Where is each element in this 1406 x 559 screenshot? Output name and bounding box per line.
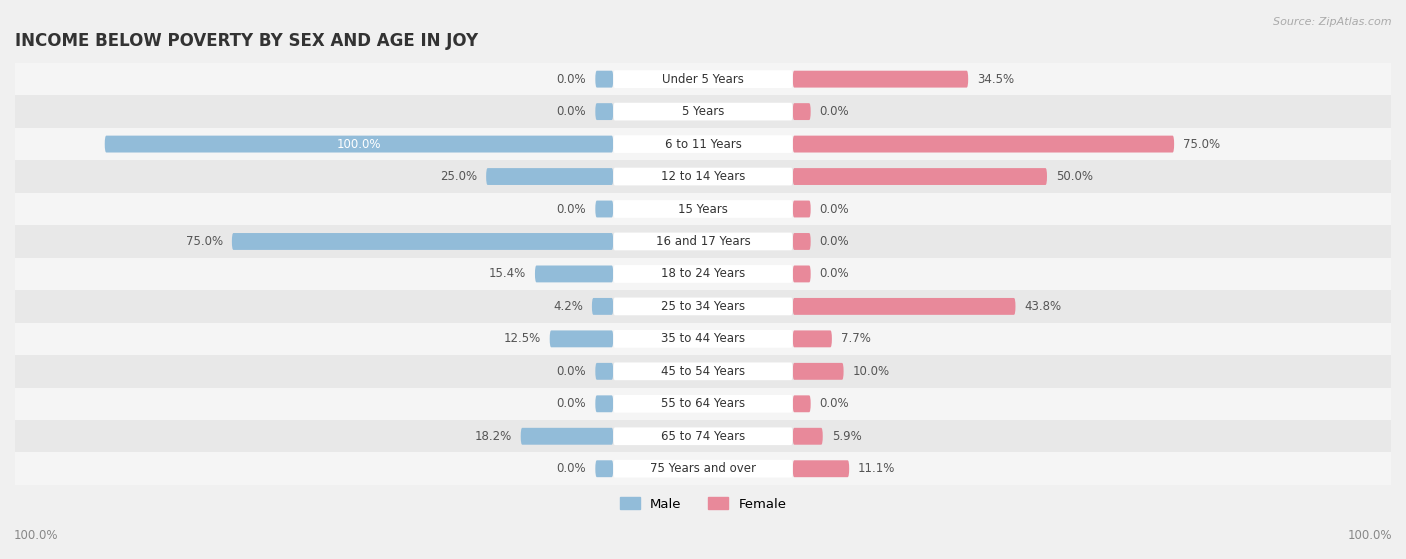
Text: 10.0%: 10.0% xyxy=(852,365,890,378)
FancyBboxPatch shape xyxy=(793,428,823,445)
FancyBboxPatch shape xyxy=(550,330,613,347)
FancyBboxPatch shape xyxy=(613,70,793,88)
Bar xyxy=(15,63,1391,96)
FancyBboxPatch shape xyxy=(793,168,1047,185)
FancyBboxPatch shape xyxy=(613,428,793,445)
Text: 25.0%: 25.0% xyxy=(440,170,477,183)
Text: 5 Years: 5 Years xyxy=(682,105,724,118)
FancyBboxPatch shape xyxy=(793,460,849,477)
Text: 15 Years: 15 Years xyxy=(678,202,728,216)
Bar xyxy=(15,420,1391,452)
Text: 75.0%: 75.0% xyxy=(186,235,224,248)
Text: 16 and 17 Years: 16 and 17 Years xyxy=(655,235,751,248)
FancyBboxPatch shape xyxy=(534,266,613,282)
Text: 0.0%: 0.0% xyxy=(557,105,586,118)
Text: 0.0%: 0.0% xyxy=(557,462,586,475)
FancyBboxPatch shape xyxy=(793,330,832,347)
FancyBboxPatch shape xyxy=(793,363,844,380)
Text: Source: ZipAtlas.com: Source: ZipAtlas.com xyxy=(1274,17,1392,27)
Text: 15.4%: 15.4% xyxy=(489,267,526,281)
Text: INCOME BELOW POVERTY BY SEX AND AGE IN JOY: INCOME BELOW POVERTY BY SEX AND AGE IN J… xyxy=(15,32,478,50)
FancyBboxPatch shape xyxy=(613,168,793,186)
FancyBboxPatch shape xyxy=(232,233,613,250)
Text: 0.0%: 0.0% xyxy=(820,105,849,118)
FancyBboxPatch shape xyxy=(595,363,613,380)
Text: 4.2%: 4.2% xyxy=(553,300,583,313)
Text: 55 to 64 Years: 55 to 64 Years xyxy=(661,397,745,410)
Text: 5.9%: 5.9% xyxy=(832,430,862,443)
Bar xyxy=(15,128,1391,160)
FancyBboxPatch shape xyxy=(793,103,811,120)
Bar xyxy=(15,452,1391,485)
Bar xyxy=(15,258,1391,290)
Text: 18 to 24 Years: 18 to 24 Years xyxy=(661,267,745,281)
FancyBboxPatch shape xyxy=(793,266,811,282)
Text: 100.0%: 100.0% xyxy=(1347,529,1392,542)
FancyBboxPatch shape xyxy=(793,395,811,412)
FancyBboxPatch shape xyxy=(520,428,613,445)
FancyBboxPatch shape xyxy=(595,395,613,412)
Legend: Male, Female: Male, Female xyxy=(614,492,792,516)
FancyBboxPatch shape xyxy=(613,265,793,283)
FancyBboxPatch shape xyxy=(595,460,613,477)
Text: 0.0%: 0.0% xyxy=(557,202,586,216)
FancyBboxPatch shape xyxy=(613,233,793,250)
FancyBboxPatch shape xyxy=(486,168,613,185)
Text: 100.0%: 100.0% xyxy=(337,138,381,150)
Text: 0.0%: 0.0% xyxy=(557,365,586,378)
FancyBboxPatch shape xyxy=(104,136,613,153)
FancyBboxPatch shape xyxy=(613,330,793,348)
Text: 0.0%: 0.0% xyxy=(820,235,849,248)
FancyBboxPatch shape xyxy=(793,233,811,250)
FancyBboxPatch shape xyxy=(613,362,793,380)
Bar xyxy=(15,96,1391,128)
FancyBboxPatch shape xyxy=(595,70,613,88)
Text: 45 to 54 Years: 45 to 54 Years xyxy=(661,365,745,378)
Text: 0.0%: 0.0% xyxy=(820,267,849,281)
Text: 34.5%: 34.5% xyxy=(977,73,1014,86)
FancyBboxPatch shape xyxy=(793,136,1174,153)
Text: 12 to 14 Years: 12 to 14 Years xyxy=(661,170,745,183)
Text: 11.1%: 11.1% xyxy=(858,462,896,475)
Text: 0.0%: 0.0% xyxy=(820,202,849,216)
FancyBboxPatch shape xyxy=(613,460,793,477)
Text: 25 to 34 Years: 25 to 34 Years xyxy=(661,300,745,313)
Bar xyxy=(15,193,1391,225)
Bar xyxy=(15,160,1391,193)
Text: 18.2%: 18.2% xyxy=(474,430,512,443)
Bar xyxy=(15,387,1391,420)
FancyBboxPatch shape xyxy=(793,298,1015,315)
Text: 75.0%: 75.0% xyxy=(1182,138,1220,150)
Text: 7.7%: 7.7% xyxy=(841,333,870,345)
FancyBboxPatch shape xyxy=(613,135,793,153)
FancyBboxPatch shape xyxy=(613,297,793,315)
Text: 50.0%: 50.0% xyxy=(1056,170,1092,183)
Text: 0.0%: 0.0% xyxy=(820,397,849,410)
Text: 75 Years and over: 75 Years and over xyxy=(650,462,756,475)
Text: 35 to 44 Years: 35 to 44 Years xyxy=(661,333,745,345)
Text: 0.0%: 0.0% xyxy=(557,73,586,86)
Text: 6 to 11 Years: 6 to 11 Years xyxy=(665,138,741,150)
Bar xyxy=(15,355,1391,387)
Bar xyxy=(15,225,1391,258)
FancyBboxPatch shape xyxy=(595,201,613,217)
FancyBboxPatch shape xyxy=(793,70,969,88)
FancyBboxPatch shape xyxy=(613,395,793,413)
Bar xyxy=(15,290,1391,323)
Text: 12.5%: 12.5% xyxy=(503,333,541,345)
Text: 65 to 74 Years: 65 to 74 Years xyxy=(661,430,745,443)
FancyBboxPatch shape xyxy=(793,201,811,217)
FancyBboxPatch shape xyxy=(613,200,793,218)
Text: 43.8%: 43.8% xyxy=(1025,300,1062,313)
Text: 0.0%: 0.0% xyxy=(557,397,586,410)
FancyBboxPatch shape xyxy=(613,103,793,121)
FancyBboxPatch shape xyxy=(595,103,613,120)
Bar xyxy=(15,323,1391,355)
Text: Under 5 Years: Under 5 Years xyxy=(662,73,744,86)
FancyBboxPatch shape xyxy=(592,298,613,315)
Text: 100.0%: 100.0% xyxy=(14,529,59,542)
